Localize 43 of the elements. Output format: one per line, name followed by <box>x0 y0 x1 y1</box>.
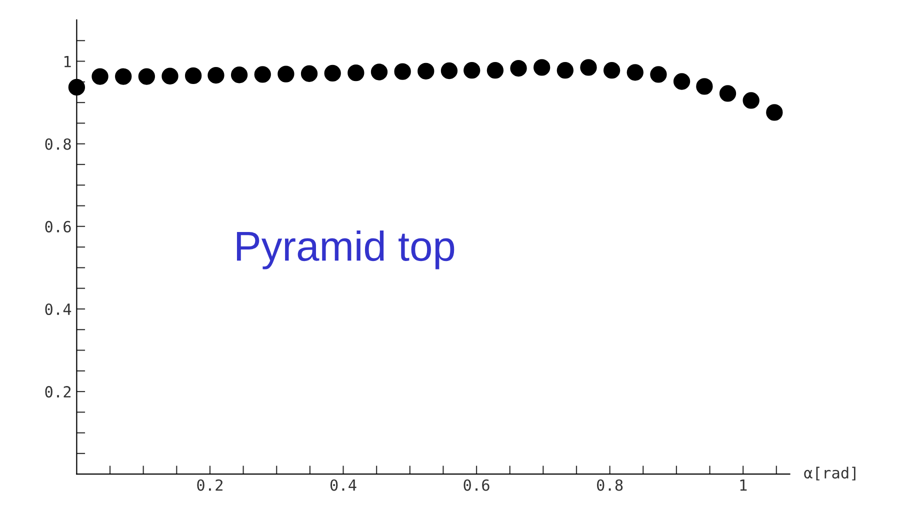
point <box>92 68 108 85</box>
point <box>184 67 202 84</box>
x-tick-label: 0.8 <box>597 479 623 491</box>
point <box>162 68 178 84</box>
point <box>370 64 388 80</box>
point <box>486 62 504 79</box>
y-tick-label: 0.4 <box>45 303 72 316</box>
point <box>510 60 527 77</box>
y-tick-label: 1 <box>64 56 71 68</box>
point <box>673 73 690 90</box>
y-tick-label: 0.2 <box>45 386 71 398</box>
point <box>138 68 155 85</box>
y-tick-label: 0.6 <box>45 220 71 232</box>
point <box>394 63 411 80</box>
point <box>68 78 86 96</box>
point <box>324 64 341 82</box>
point <box>208 66 224 84</box>
point <box>534 59 550 76</box>
point <box>696 78 713 95</box>
x-tick-label: 1 <box>740 480 747 491</box>
point <box>300 65 318 82</box>
x-tick-label: 0.6 <box>464 479 490 491</box>
point <box>254 66 271 83</box>
point <box>766 104 783 121</box>
point <box>278 66 294 82</box>
y-tick-label: 0.8 <box>45 138 71 150</box>
annotation: Pyramid top <box>236 230 454 270</box>
point <box>580 59 597 76</box>
x-tick-label: 0.4 <box>330 479 356 491</box>
point <box>719 85 736 102</box>
point <box>650 66 667 83</box>
x-tick-label: 0.2 <box>197 479 222 491</box>
point <box>556 62 574 79</box>
point <box>115 68 132 85</box>
point <box>464 62 480 79</box>
point <box>348 64 364 82</box>
point <box>230 66 248 84</box>
point <box>440 62 458 80</box>
x-axis-title: α[rad] <box>804 466 856 480</box>
point <box>603 62 620 79</box>
point <box>742 92 760 109</box>
point <box>418 62 434 80</box>
point <box>626 64 644 81</box>
